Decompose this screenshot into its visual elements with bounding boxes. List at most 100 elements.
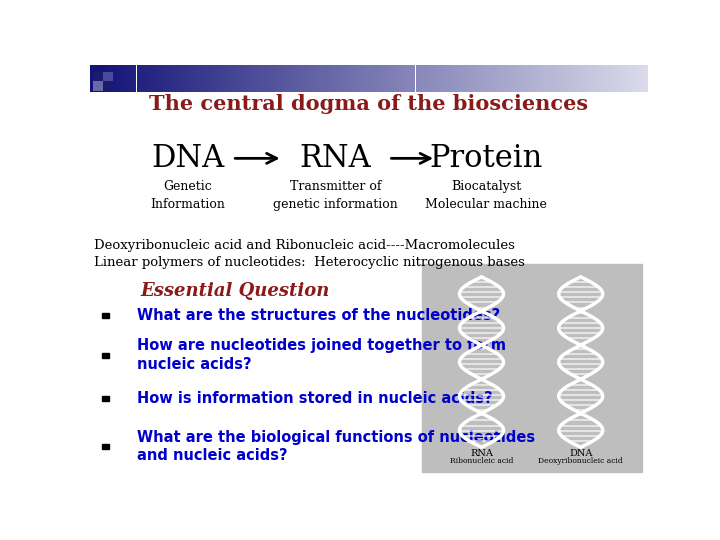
Bar <box>464 65 466 92</box>
Bar <box>172 65 174 92</box>
Bar <box>135 65 137 92</box>
Bar <box>495 65 498 92</box>
Bar <box>384 65 386 92</box>
Text: How are nucleotides joined together to form
nucleic acids?: How are nucleotides joined together to f… <box>138 338 506 372</box>
Bar <box>170 65 172 92</box>
Bar <box>547 65 549 92</box>
Bar <box>490 65 492 92</box>
Bar <box>196 65 198 92</box>
Bar <box>104 72 114 82</box>
Bar <box>102 353 109 357</box>
Bar <box>358 65 360 92</box>
Bar <box>549 65 552 92</box>
Bar <box>311 65 313 92</box>
Bar <box>405 65 406 92</box>
Bar <box>607 65 609 92</box>
Bar <box>609 65 611 92</box>
Text: Genetic
Information: Genetic Information <box>150 180 225 211</box>
Bar <box>557 65 559 92</box>
Bar <box>179 65 181 92</box>
Bar <box>570 65 572 92</box>
Bar <box>444 65 445 92</box>
Bar <box>199 65 202 92</box>
Bar <box>542 65 544 92</box>
Bar <box>230 65 231 92</box>
Bar <box>124 65 125 92</box>
Bar <box>148 65 150 92</box>
Bar <box>572 65 574 92</box>
Bar <box>92 65 94 92</box>
Bar <box>479 65 481 92</box>
Bar <box>564 65 566 92</box>
Bar <box>144 65 145 92</box>
Bar <box>127 65 129 92</box>
Bar <box>116 65 118 92</box>
Bar <box>278 65 280 92</box>
Bar <box>587 65 588 92</box>
Bar <box>237 65 239 92</box>
Text: Deoxyribonucleic acid and Ribonucleic acid----Macromolecules: Deoxyribonucleic acid and Ribonucleic ac… <box>94 239 516 252</box>
Bar <box>472 65 473 92</box>
Bar <box>351 65 352 92</box>
Bar <box>453 65 454 92</box>
Bar <box>422 265 642 472</box>
Bar <box>107 65 109 92</box>
Bar <box>425 65 427 92</box>
Bar <box>289 65 291 92</box>
Bar <box>213 65 215 92</box>
Bar <box>287 65 289 92</box>
Bar <box>639 65 641 92</box>
Bar <box>323 65 324 92</box>
Bar <box>559 65 561 92</box>
Text: DNA: DNA <box>569 449 593 458</box>
Bar <box>552 65 553 92</box>
Bar <box>644 65 646 92</box>
Bar <box>161 65 163 92</box>
Bar <box>174 65 176 92</box>
Bar <box>324 65 326 92</box>
Bar <box>601 65 603 92</box>
Bar <box>546 65 548 92</box>
Bar <box>512 65 514 92</box>
Bar <box>142 65 144 92</box>
Bar <box>451 65 453 92</box>
Text: What are the structures of the nucleotides?: What are the structures of the nucleotid… <box>138 308 500 323</box>
Bar <box>419 65 421 92</box>
Bar <box>215 65 217 92</box>
Bar <box>395 65 397 92</box>
Bar <box>441 65 444 92</box>
Text: Protein: Protein <box>430 143 543 174</box>
Bar <box>606 65 607 92</box>
Bar <box>613 65 615 92</box>
Bar <box>412 65 413 92</box>
Bar <box>373 65 374 92</box>
Bar <box>615 65 616 92</box>
Bar <box>418 65 419 92</box>
Bar <box>579 65 581 92</box>
Bar <box>256 65 258 92</box>
Bar <box>438 65 440 92</box>
Bar <box>205 65 207 92</box>
Text: The central dogma of the biosciences: The central dogma of the biosciences <box>150 94 588 114</box>
Bar <box>297 65 298 92</box>
Bar <box>397 65 399 92</box>
Bar <box>503 65 505 92</box>
Bar <box>646 65 648 92</box>
Bar <box>129 65 131 92</box>
Bar <box>520 65 521 92</box>
Bar <box>94 65 96 92</box>
Bar <box>531 65 533 92</box>
Bar <box>410 65 412 92</box>
Bar <box>477 65 479 92</box>
Text: RNA: RNA <box>300 143 372 174</box>
Bar <box>326 65 328 92</box>
Bar <box>518 65 520 92</box>
Bar <box>307 65 310 92</box>
Bar <box>432 65 434 92</box>
Bar <box>253 65 256 92</box>
Bar <box>616 65 618 92</box>
Bar <box>498 65 499 92</box>
Bar <box>507 65 508 92</box>
Bar <box>382 65 384 92</box>
Bar <box>177 65 179 92</box>
